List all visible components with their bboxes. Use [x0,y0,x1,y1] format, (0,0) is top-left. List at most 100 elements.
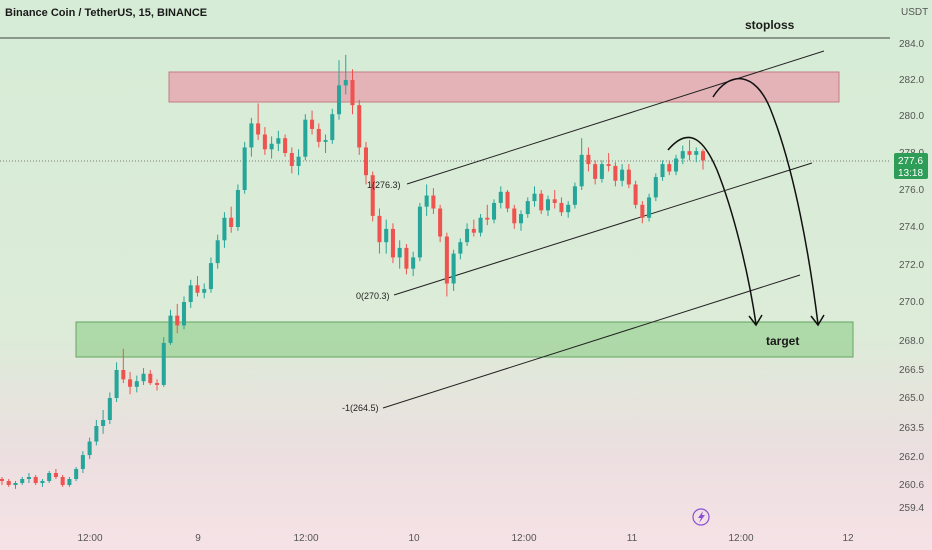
candle-body [303,119,308,157]
candle-body [647,197,652,218]
candle-body [674,158,679,172]
target-label: target [766,334,799,348]
candle-body [593,164,598,179]
candle-body [539,193,544,211]
candle-body [417,206,422,258]
y-tick-label: 268.0 [899,336,924,347]
candlestick-series [0,54,706,489]
candle-body [485,217,490,220]
candle-body [141,373,146,382]
candle-body [235,190,240,227]
candle-body [249,123,254,148]
candle-body [310,119,315,129]
candle-body [202,289,207,293]
y-tick-label: 266.5 [899,365,924,376]
candle-body [168,315,173,343]
candle-body [256,123,261,135]
y-tick-label: 282.0 [899,75,924,86]
y-axis[interactable]: 284.0282.0280.0278.0276.0274.0272.0270.0… [899,39,924,514]
candle-body [572,186,577,205]
candle-body [518,214,524,224]
y-tick-label: 272.0 [899,260,924,271]
candle-body [208,263,213,290]
arrowhead-long [810,314,825,327]
candle-body [87,441,92,456]
x-tick-label: 12:00 [728,533,753,544]
y-tick-label: 270.0 [899,297,924,308]
projection-arrow-short[interactable] [667,136,757,325]
candle-body [229,217,234,227]
y-tick-label: 259.4 [899,503,924,514]
candle-body [94,426,99,442]
channel-lower-line[interactable] [393,162,813,296]
candle-body [653,177,658,198]
candle-body [397,247,402,258]
stoploss-label: stoploss [745,18,795,32]
candle-body [74,469,79,479]
x-axis[interactable]: 12:00 9 12:00 10 12:00 11 12:00 12 [77,533,854,544]
candle-body [47,473,52,481]
projection-arrow-long[interactable] [712,78,819,325]
candle-body [545,199,550,211]
candle-body [478,217,483,233]
candle-body [33,477,38,483]
candle-body [680,151,685,159]
candle-body [640,204,645,218]
candle-body [114,370,119,398]
y-tick-label: 280.0 [899,111,924,122]
candle-body [384,228,389,243]
candle-body [296,156,301,166]
candle-body [687,151,692,155]
y-tick-label: 260.6 [899,480,924,491]
candle-body [586,154,591,165]
candle-body [323,140,328,142]
y-tick-label: 262.0 [899,452,924,463]
candle-body [552,199,557,203]
candle-body [438,208,443,237]
x-tick-label: 12:00 [511,533,536,544]
fib-level-0-label: 0(270.3) [356,291,390,301]
y-tick-label: 276.0 [899,185,924,196]
candle-body [6,481,11,485]
candle-body [613,165,618,181]
candle-body [343,80,348,86]
candle-body [357,105,362,148]
candle-body [215,240,220,264]
candle-body [316,128,321,142]
candle-body [289,153,294,166]
lightning-icon[interactable] [692,508,710,526]
candle-body [283,138,288,153]
candle-body [161,342,166,385]
last-price-value: 277.6 [898,156,923,167]
candle-body [471,228,476,233]
candle-body [262,134,267,150]
candle-body [694,151,699,155]
stoploss-zone[interactable] [168,71,840,103]
target-zone[interactable] [75,321,854,358]
candle-body [566,204,571,213]
y-tick-label: 274.0 [899,222,924,233]
candle-body [620,169,625,181]
y-tick-label: 263.5 [899,423,924,434]
currency-label: USDT [901,7,928,18]
x-tick-label: 12 [842,533,854,544]
candle-body [134,381,139,387]
candle-body [505,191,510,209]
fib-level-minus1-label: -1(264.5) [342,403,379,413]
last-price-badge: 277.6 13:18 [894,153,928,179]
candle-body [195,285,200,293]
candle-body [465,228,470,243]
candle-body [606,164,611,166]
candle-body [458,242,463,254]
x-tick-label: 12:00 [293,533,318,544]
fib-level-1-label: 1(276.3) [367,180,401,190]
y-tick-label: 284.0 [899,39,924,50]
x-tick-label: 12:00 [77,533,102,544]
countdown-value: 13:18 [898,168,923,179]
arrowhead-short [748,314,763,327]
channel-extension-line[interactable] [382,274,801,409]
candle-body [128,379,133,387]
channel-upper-line[interactable] [406,50,825,185]
candle-body [269,143,274,150]
